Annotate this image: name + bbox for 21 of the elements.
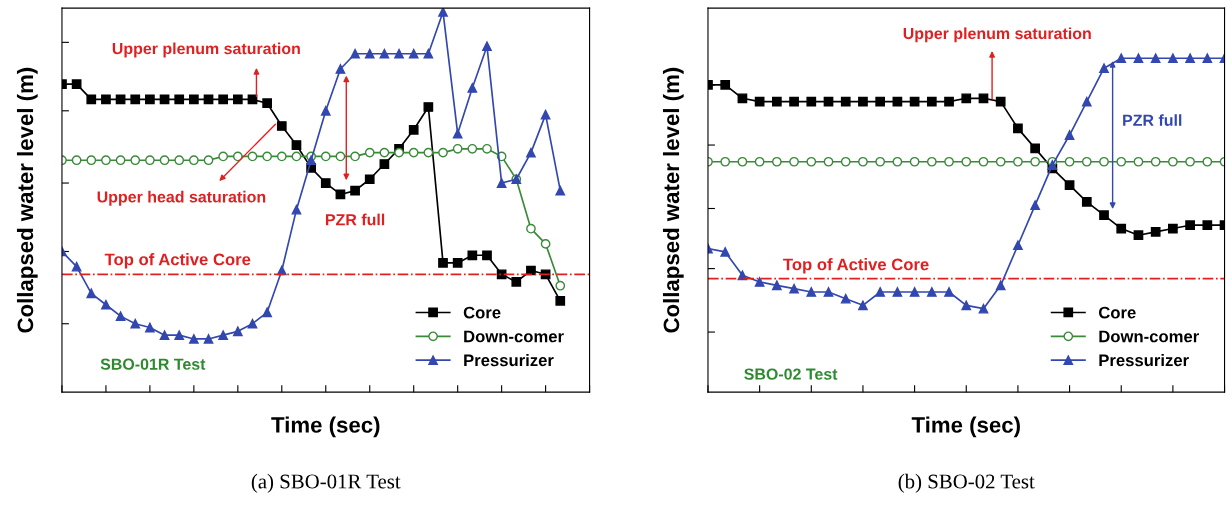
ref-line-label: Top of Active Core (104, 253, 251, 269)
y-axis-title: Collapsed water level (m) (16, 67, 38, 333)
legend-label: Down-comer (464, 330, 564, 343)
annotation: SBO-01R Test (100, 358, 206, 370)
legend-label: Core (1098, 306, 1136, 319)
y-axis-title: Collapsed water level (m) (662, 67, 684, 333)
annotation: PZR full (1123, 114, 1182, 126)
text: Upper plenum saturation (903, 27, 1091, 43)
x-axis-title: Time (sec) (911, 416, 1020, 438)
legend-label: Pressurizer (464, 353, 554, 367)
text: (b) SBO-02 Test (898, 473, 1035, 493)
x-axis-title: Time (sec) (271, 416, 380, 438)
annotation: SBO-02 Test (744, 368, 838, 380)
annotation: Upper plenum saturation (112, 42, 300, 58)
text: (a) SBO-01R Test (251, 473, 401, 493)
annotation: PZR full (325, 213, 385, 226)
legend-label: Core (463, 306, 501, 319)
ref-line-label: Top of Active Core (783, 258, 929, 274)
legend-label: Down-comer (1099, 330, 1199, 343)
annotation: Upper head saturation (97, 190, 266, 206)
legend-label: Pressurizer (1099, 353, 1189, 367)
